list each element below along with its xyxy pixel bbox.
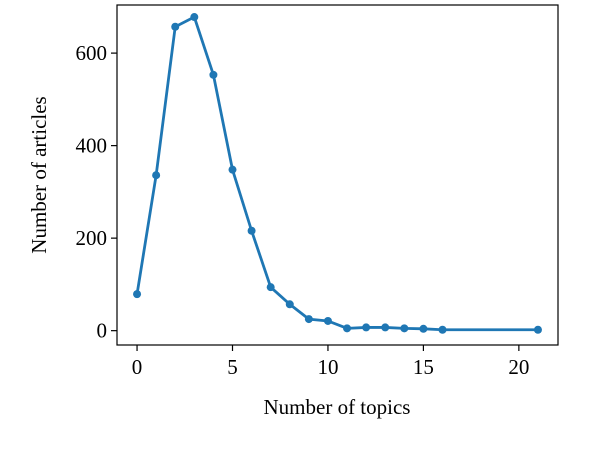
x-axis-label: Number of topics xyxy=(264,395,411,419)
point xyxy=(533,325,542,334)
point xyxy=(190,13,199,22)
point xyxy=(171,22,180,31)
point xyxy=(362,323,371,332)
point xyxy=(247,226,256,235)
point xyxy=(209,70,218,79)
x-tick-label: 15 xyxy=(413,355,434,379)
point xyxy=(381,323,390,332)
plot-frame xyxy=(116,4,559,346)
point xyxy=(304,315,313,324)
series-line xyxy=(135,15,538,332)
x-tick-label: 20 xyxy=(508,355,529,379)
point xyxy=(152,171,161,180)
point xyxy=(419,324,428,333)
point xyxy=(228,165,237,174)
y-tick-label: 600 xyxy=(76,41,108,65)
y-tick-label: 0 xyxy=(97,319,108,343)
x-tick-label: 5 xyxy=(227,355,238,379)
y-tick-label: 200 xyxy=(76,226,108,250)
y-axis-label: Number of articles xyxy=(27,96,51,253)
point xyxy=(400,324,409,333)
point xyxy=(438,325,447,334)
point xyxy=(133,290,142,299)
x-tick-label: 10 xyxy=(317,355,338,379)
point xyxy=(285,300,294,309)
x-tick-label: 0 xyxy=(132,355,143,379)
y-tick-label: 400 xyxy=(76,134,108,158)
point xyxy=(343,324,352,333)
point xyxy=(266,283,275,292)
point xyxy=(323,316,332,325)
